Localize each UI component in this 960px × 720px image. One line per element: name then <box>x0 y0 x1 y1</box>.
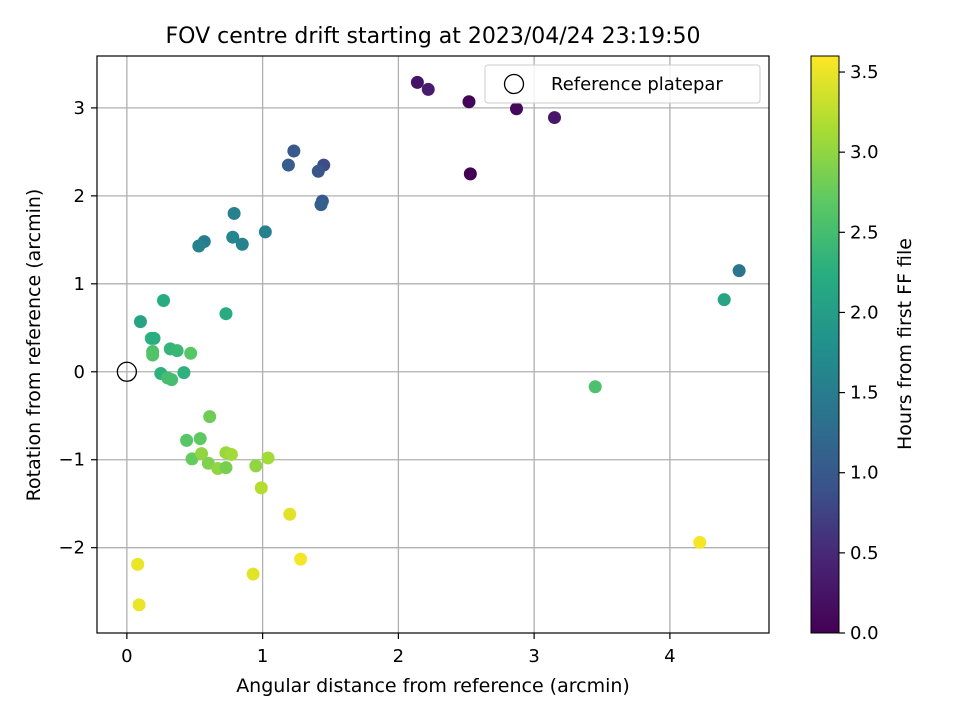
plot-frame <box>96 55 770 634</box>
colorbar-tick-label: 1.5 <box>850 383 879 404</box>
scatter-point <box>254 481 268 495</box>
y-tick-label: −1 <box>58 450 85 471</box>
x-tick-label: 0 <box>121 646 132 667</box>
scatter-point <box>227 206 241 220</box>
scatter-point <box>157 294 171 308</box>
reference-layer <box>116 361 138 382</box>
scatter-point <box>311 164 325 178</box>
scatter-point <box>201 456 215 470</box>
scatter-point <box>177 366 191 380</box>
scatter-point <box>192 239 206 253</box>
scatter-point <box>185 452 199 466</box>
scatter-point <box>193 432 207 446</box>
scatter-point <box>246 567 260 581</box>
colorbar-tick-label: 1.0 <box>850 463 879 484</box>
scatter-point <box>131 557 145 571</box>
scatter-point <box>421 82 435 96</box>
colorbar-label: Hours from first FF file <box>894 238 916 450</box>
scatter-point <box>170 344 184 358</box>
grid-lines <box>97 56 769 633</box>
scatter-point <box>281 158 295 172</box>
colorbar-tick-label: 0.0 <box>850 623 879 644</box>
legend-marker-open-circle <box>503 73 525 95</box>
scatter-point <box>261 451 275 465</box>
x-tick-label: 3 <box>528 646 539 667</box>
legend-label: Reference platepar <box>551 74 723 95</box>
scatter-point <box>180 433 194 447</box>
colorbar-tick-label: 0.5 <box>850 543 879 564</box>
y-tick-label: 3 <box>74 98 85 119</box>
colorbar-tick-label: 3.0 <box>850 142 879 163</box>
scatter-point <box>509 102 523 116</box>
scatter-point <box>463 167 477 181</box>
colorbar-tick-label: 3.5 <box>850 62 879 83</box>
y-axis-ticks: −2 −1 0 1 2 3 <box>58 98 97 559</box>
colorbar-tick-label: 2.5 <box>850 222 879 243</box>
scatter-point <box>219 307 233 321</box>
scatter-point <box>462 95 476 109</box>
scatter-point <box>147 331 161 345</box>
x-tick-label: 2 <box>393 646 404 667</box>
y-axis-label: Rotation from reference (arcmin) <box>23 189 45 502</box>
scatter-point <box>294 552 308 566</box>
scatter-point <box>203 410 217 424</box>
scatter-point <box>258 225 272 239</box>
scatter-point <box>195 447 209 461</box>
y-tick-label: −2 <box>58 538 85 559</box>
scatter-point <box>693 535 707 549</box>
scatter-point <box>224 447 238 461</box>
scatter-point <box>249 459 263 473</box>
scatter-point <box>410 75 424 89</box>
scatter-point <box>132 598 146 612</box>
data-points <box>131 75 746 612</box>
scatter-point <box>133 315 147 329</box>
scatter-point <box>226 230 240 244</box>
colorbar-ticks: 0.0 0.5 1.0 1.5 2.0 2.5 3.0 3.5 <box>839 62 879 644</box>
y-tick-label: 2 <box>74 186 85 207</box>
colorbar-frame <box>810 55 840 634</box>
scatter-point <box>588 380 602 394</box>
y-tick-label: 0 <box>74 362 85 383</box>
scatter-point <box>717 293 731 307</box>
scatter-point <box>732 264 746 278</box>
scatter-point <box>146 348 160 362</box>
scatter-point <box>287 144 301 158</box>
colorbar <box>811 56 839 633</box>
scatter-point <box>548 111 562 125</box>
x-axis-label: Angular distance from reference (arcmin) <box>236 675 630 697</box>
scatter-point <box>235 237 249 251</box>
y-tick-label: 1 <box>74 274 85 295</box>
x-tick-label: 1 <box>257 646 268 667</box>
colorbar-tick-label: 2.0 <box>850 302 879 323</box>
x-tick-label: 4 <box>664 646 675 667</box>
legend: Reference platepar <box>484 64 761 104</box>
x-axis-ticks: 0 1 2 3 4 <box>121 633 676 667</box>
legend-box <box>484 64 761 104</box>
scatter-point <box>314 198 328 212</box>
scatter-point <box>219 461 233 475</box>
chart-title: FOV centre drift starting at 2023/04/24 … <box>166 24 701 49</box>
scatter-point <box>184 346 198 360</box>
scatter-point <box>165 373 179 387</box>
reference-platepar-marker <box>116 361 138 382</box>
scatter-point <box>283 507 297 521</box>
